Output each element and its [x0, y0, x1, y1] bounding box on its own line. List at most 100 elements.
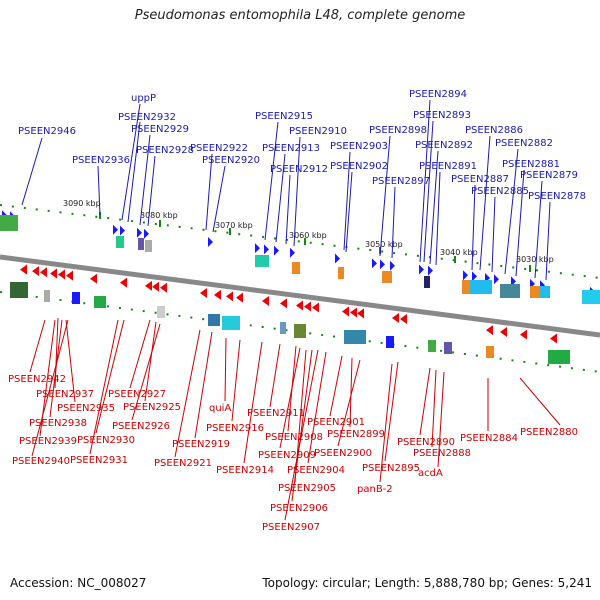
leader-line	[275, 153, 286, 243]
reverse-gene-arrow	[145, 280, 152, 291]
kbp-label: 3070 kbp	[215, 221, 253, 230]
leader-line	[379, 135, 391, 257]
reverse-gene-arrow	[236, 292, 243, 303]
gene-label: PSEEN2903	[330, 141, 388, 152]
kbp-label: 3080 kbp	[140, 211, 178, 220]
leader-line	[243, 341, 263, 464]
leader-line	[139, 134, 151, 226]
forward-gene-arrow	[335, 253, 340, 264]
gene-label: PSEEN2888	[413, 448, 471, 459]
gene-label: PSEEN2899	[327, 429, 385, 440]
gene-label: PSEEN2908	[265, 432, 323, 443]
gene-label: PSEEN2892	[415, 140, 473, 151]
reverse-gene-arrow	[400, 314, 407, 324]
leader-line	[89, 319, 119, 455]
forward-gene-arrow	[137, 227, 142, 238]
gene-label: PSEEN2914	[216, 465, 274, 476]
gene-label: PSEEN2916	[206, 423, 264, 434]
leader-line	[264, 121, 279, 241]
gene-label: PSEEN2909	[258, 450, 316, 461]
feature-box	[10, 282, 28, 298]
gene-label: PSEEN2910	[289, 126, 347, 137]
leader-line	[419, 367, 431, 436]
leader-line	[31, 319, 69, 457]
reverse-gene-arrow	[20, 264, 27, 275]
kbp-label: 3090 kbp	[63, 199, 101, 208]
leader-line	[534, 180, 543, 279]
gene-label: PSEEN2881	[502, 159, 560, 170]
feature-box	[157, 306, 165, 318]
kbp-label: 3060 kbp	[289, 231, 327, 240]
kbp-axis: 3090 kbp 3080 kbp 3070 kbp 3060 kbp 3050…	[63, 199, 554, 272]
reverse-gene-arrow	[500, 327, 507, 337]
genome-backbone	[0, 254, 600, 338]
reverse-gene-arrow	[342, 306, 349, 317]
reverse-gene-arrow	[550, 333, 557, 344]
gene-label: PSEEN2911	[247, 408, 305, 419]
reverse-gene-arrow	[152, 281, 159, 292]
leader-line	[293, 136, 301, 247]
leader-line	[95, 319, 125, 434]
gene-label: panB-2	[357, 484, 393, 495]
bottom-leader-lines	[29, 317, 561, 521]
reverse-gene-arrow	[160, 282, 167, 293]
leader-line	[504, 148, 519, 275]
feature-box	[386, 336, 394, 348]
gene-label: PSEEN2928	[136, 145, 194, 156]
kbp-label: 3050 kbp	[365, 240, 403, 249]
gene-label: PSEEN2936	[72, 155, 130, 166]
leader-line	[419, 99, 431, 263]
leader-line	[431, 369, 437, 448]
feature-box	[500, 284, 520, 298]
leader-line	[423, 120, 434, 263]
gene-label: PSEEN2939	[19, 436, 77, 447]
top-leader-lines	[21, 99, 551, 281]
forward-gene-arrow	[428, 265, 433, 276]
gene-label: PSEEN2890	[397, 437, 455, 448]
feature-box	[428, 340, 436, 352]
reverse-genes	[20, 264, 557, 344]
leader-line	[174, 329, 201, 458]
leader-line	[437, 371, 445, 468]
reverse-gene-arrow	[120, 277, 127, 288]
forward-gene-arrow	[208, 237, 213, 248]
reverse-gene-arrow	[392, 312, 399, 323]
reverse-gene-arrow	[486, 325, 493, 336]
reverse-gene-arrow	[40, 267, 47, 278]
leader-line	[345, 171, 353, 253]
gene-label: PSEEN2942	[8, 374, 66, 385]
gene-label: PSEEN2922	[190, 143, 248, 154]
gene-label: PSEEN2931	[70, 455, 128, 466]
leader-line	[129, 319, 151, 389]
gene-label: uppP	[131, 93, 156, 104]
top-gene-labels: PSEEN2946 PSEEN2936 uppP PSEEN2932 PSEEN…	[18, 89, 586, 202]
reverse-gene-arrow	[350, 307, 357, 318]
forward-gene-arrow	[372, 258, 377, 269]
leader-line	[269, 343, 281, 408]
gene-label: PSEEN2912	[270, 164, 328, 175]
feature-box	[0, 215, 18, 231]
forward-gene-arrow	[463, 270, 468, 281]
leader-line	[349, 357, 353, 428]
leader-line	[515, 169, 525, 277]
leader-line	[224, 337, 227, 402]
leader-line	[285, 174, 291, 245]
leader-line	[194, 331, 213, 439]
feature-box	[382, 271, 392, 283]
forward-gene-arrow	[113, 224, 118, 235]
leader-line	[379, 363, 393, 483]
gene-label: PSEEN2915	[255, 111, 313, 122]
gene-label: PSEEN2906	[270, 503, 328, 514]
forward-gene-arrow	[274, 245, 279, 256]
gene-label: PSEEN2901	[307, 417, 365, 428]
forward-gene-arrow	[511, 276, 516, 287]
feature-box	[540, 286, 550, 298]
feature-box	[470, 280, 492, 294]
reverse-gene-arrow	[357, 308, 364, 319]
feature-box	[294, 324, 306, 338]
gene-label: PSEEN2930	[77, 435, 135, 446]
reverse-gene-arrow	[520, 329, 527, 340]
gene-label: PSEEN2895	[362, 463, 420, 474]
gene-label: PSEEN2938	[29, 418, 87, 429]
reverse-gene-arrow	[50, 268, 57, 279]
